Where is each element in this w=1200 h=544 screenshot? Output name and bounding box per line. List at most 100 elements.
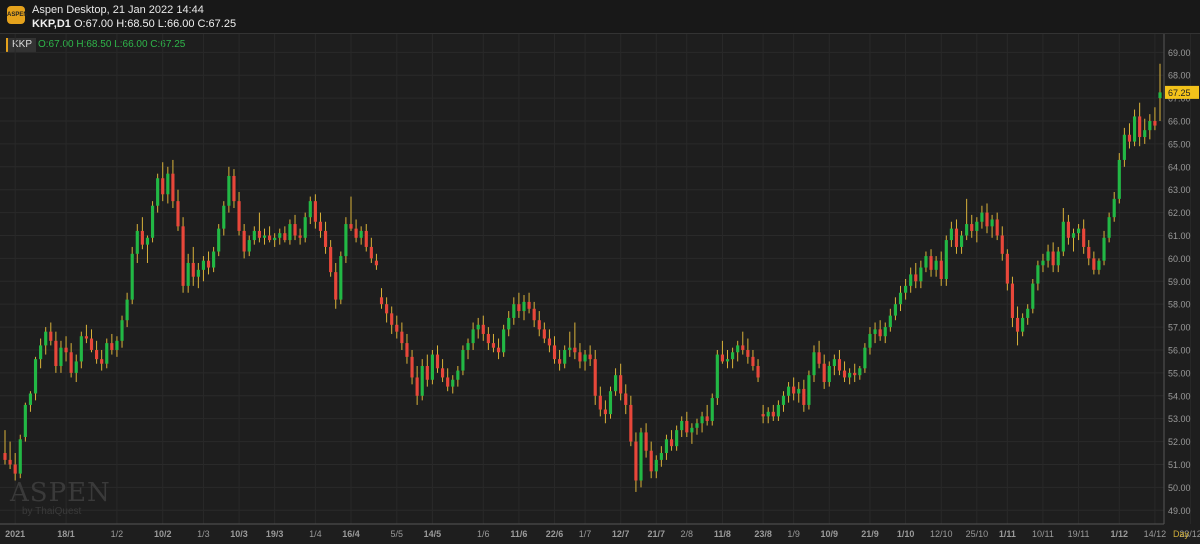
candle-up xyxy=(278,233,282,238)
x-tick-label: 18/1 xyxy=(57,529,75,539)
x-tick-label: 1/12 xyxy=(1111,529,1129,539)
candle-up xyxy=(303,217,307,238)
candle-up xyxy=(1117,159,1121,199)
x-tick-label: 2/8 xyxy=(681,529,694,539)
candle-up xyxy=(848,372,852,378)
candle-down xyxy=(685,420,689,433)
candle-down xyxy=(354,228,358,238)
candle-up xyxy=(156,178,160,206)
candle-down xyxy=(95,349,99,360)
candle-up xyxy=(1071,233,1076,238)
aspen-logo-icon: ASPEN xyxy=(7,6,28,24)
x-tick-label: 1/7 xyxy=(579,529,592,539)
candlestick-chart[interactable]: 49.00 50.00 51.00 52.00 53.00 54.00 55.00 56.00… xyxy=(0,34,1200,544)
candle-up xyxy=(934,260,938,270)
x-tick-label: 23/8 xyxy=(754,529,772,539)
candle-down xyxy=(323,230,328,247)
candle-up xyxy=(1112,198,1116,218)
candle-up xyxy=(217,228,221,252)
candle-down xyxy=(995,219,999,236)
candle-up xyxy=(832,359,836,367)
candle-up xyxy=(201,260,206,270)
x-tick-label: 10/2 xyxy=(154,529,172,539)
candle-up xyxy=(74,361,78,373)
candle-down xyxy=(496,347,501,353)
candle-up xyxy=(700,416,704,424)
candle-up xyxy=(1097,260,1101,270)
x-tick-label: 19/3 xyxy=(266,529,284,539)
candle-up xyxy=(120,320,124,341)
candle-down xyxy=(491,343,496,348)
candle-up xyxy=(863,347,867,369)
candle-up xyxy=(786,386,791,396)
x-tick-label: 1/9 xyxy=(787,529,800,539)
y-tick-label: 54.00 xyxy=(1168,391,1191,401)
x-tick-label: 12/7 xyxy=(612,529,630,539)
candle-up xyxy=(466,343,470,350)
x-tick-label: 2021 xyxy=(5,529,25,539)
candle-up xyxy=(1148,121,1152,131)
candle-up xyxy=(150,205,155,238)
candle-up xyxy=(1077,228,1081,234)
ohlc-values: O:67.00 H:68.50 L:66.00 C:67.25 xyxy=(74,18,237,30)
symbol-badge[interactable]: KKP xyxy=(6,38,37,52)
y-tick-label: 69.00 xyxy=(1168,48,1191,58)
candle-down xyxy=(619,375,623,394)
symbol-timeframe: KKP,D1 xyxy=(32,18,71,30)
x-tick-label: 12/10 xyxy=(930,529,953,539)
candle-up xyxy=(262,235,267,238)
candle-up xyxy=(145,237,150,245)
candle-up xyxy=(44,331,48,346)
candle-up xyxy=(725,359,730,362)
candle-up xyxy=(639,432,643,481)
candle-up xyxy=(339,256,343,300)
candle-down xyxy=(792,386,796,394)
candle-up xyxy=(975,221,979,231)
title-bar: ASPEN Aspen Desktop, 21 Jan 2022 14:44 K… xyxy=(0,0,1200,34)
candle-up xyxy=(288,224,292,241)
candle-down xyxy=(364,230,368,247)
y-tick-label: 53.00 xyxy=(1168,414,1191,424)
candle-up xyxy=(690,427,694,433)
candle-up xyxy=(1036,265,1040,284)
candle-up xyxy=(1107,217,1111,238)
candle-down xyxy=(547,338,552,346)
candle-down xyxy=(542,329,546,339)
candle-down xyxy=(385,304,389,314)
candle-down xyxy=(181,226,185,286)
candle-up xyxy=(196,269,200,277)
candle-up xyxy=(273,237,277,241)
candle-down xyxy=(573,347,577,353)
candle-up xyxy=(1132,116,1137,142)
candle-down xyxy=(634,441,638,481)
candle-up xyxy=(695,423,699,428)
y-tick-label: 60.00 xyxy=(1168,254,1191,264)
candle-up xyxy=(247,240,251,252)
candle-down xyxy=(89,338,94,350)
candle-down xyxy=(369,246,373,259)
candle-up xyxy=(888,315,892,328)
candle-down xyxy=(878,329,882,337)
candle-up xyxy=(105,343,109,364)
candle-down xyxy=(593,359,597,396)
candle-up xyxy=(1061,221,1065,252)
candle-down xyxy=(242,230,246,252)
candle-up xyxy=(28,393,33,405)
candle-up xyxy=(990,219,994,227)
x-tick-label: 5/5 xyxy=(391,529,404,539)
y-tick-label: 51.00 xyxy=(1168,460,1191,470)
candle-down xyxy=(415,377,419,396)
candle-up xyxy=(965,224,969,236)
candle-down xyxy=(69,352,73,373)
y-tick-label: 64.00 xyxy=(1168,162,1191,172)
candle-down xyxy=(842,370,847,378)
candle-down xyxy=(532,308,536,321)
candle-down xyxy=(954,228,959,247)
candle-down xyxy=(970,224,974,231)
x-tick-label: 19/11 xyxy=(1068,529,1090,539)
candle-down xyxy=(13,464,17,474)
candle-down xyxy=(558,359,562,364)
candle-up xyxy=(659,453,663,460)
candle-up xyxy=(883,327,887,337)
y-tick-label: 68.00 xyxy=(1168,71,1191,81)
